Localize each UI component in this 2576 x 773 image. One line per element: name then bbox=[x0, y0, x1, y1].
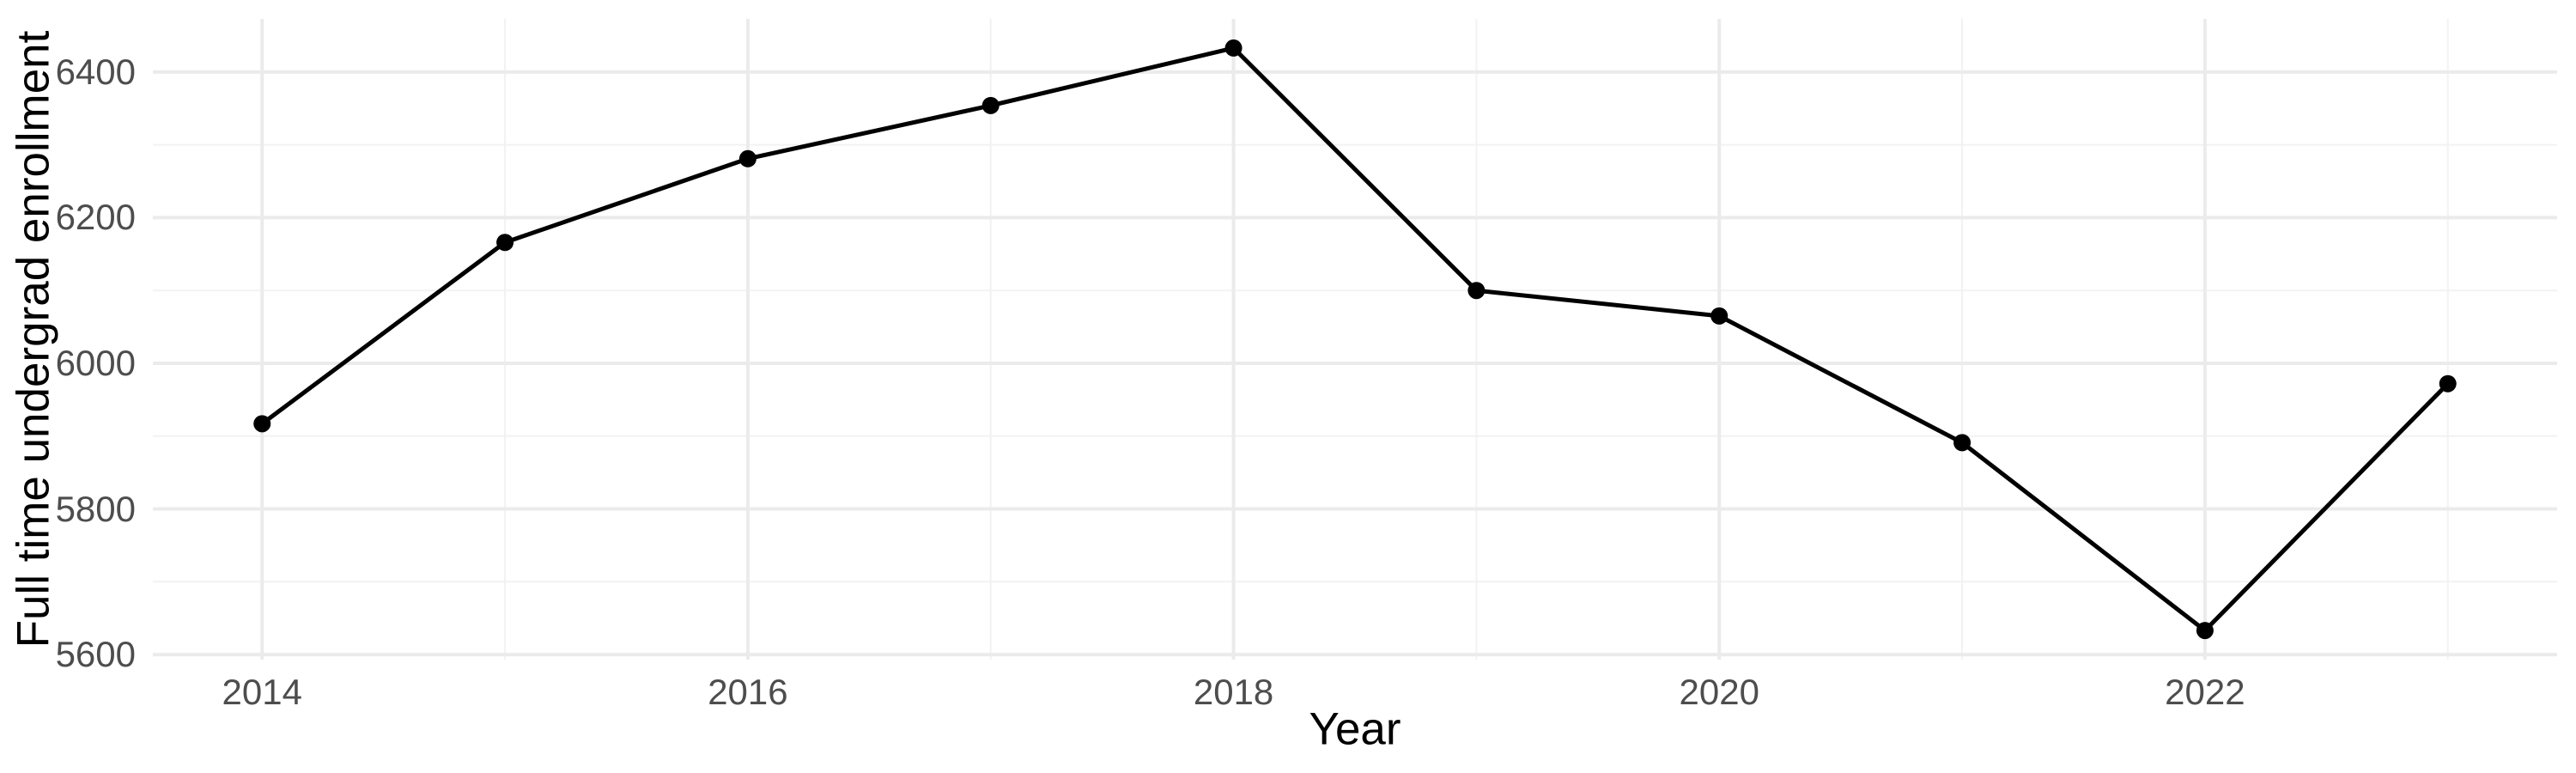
x-tick-label: 2014 bbox=[222, 672, 302, 712]
data-point bbox=[1467, 282, 1485, 300]
x-tick-label: 2020 bbox=[1679, 672, 1759, 712]
data-point bbox=[2196, 622, 2214, 640]
data-line bbox=[259, 46, 2451, 633]
y-tick-label: 6400 bbox=[55, 51, 136, 92]
y-axis-title: Full time undergrad enrollment bbox=[8, 30, 59, 648]
x-tick-label: 2018 bbox=[1193, 672, 1274, 712]
data-point bbox=[253, 415, 271, 433]
data-point bbox=[1224, 39, 1242, 57]
data-point bbox=[2439, 374, 2457, 393]
data-point bbox=[738, 149, 756, 167]
data-point bbox=[1710, 307, 1728, 325]
x-axis-title: Year bbox=[1309, 703, 1401, 755]
y-tick-label: 6000 bbox=[55, 342, 136, 383]
data-point bbox=[981, 96, 999, 114]
x-tick-label: 2022 bbox=[2165, 672, 2245, 712]
x-tick-label: 2016 bbox=[708, 672, 788, 712]
y-tick-label: 6200 bbox=[55, 197, 136, 238]
y-tick-label: 5800 bbox=[55, 488, 136, 529]
data-point bbox=[496, 234, 514, 252]
data-point bbox=[1953, 434, 1971, 452]
y-tick-label: 5600 bbox=[55, 634, 136, 675]
